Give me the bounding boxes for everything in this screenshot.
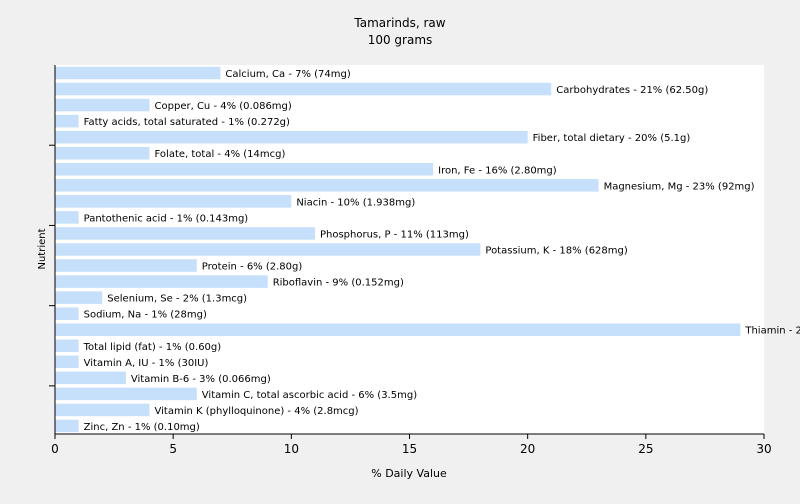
data-label: Fiber, total dietary - 20% (5.1g) [533,133,691,144]
data-label: Iron, Fe - 16% (2.80mg) [438,165,557,176]
data-label: Copper, Cu - 4% (0.086mg) [155,101,292,112]
bar [55,307,79,320]
bar [55,82,552,96]
data-label: Vitamin C, total ascorbic acid - 6% (3.5… [202,390,417,401]
data-label: Protein - 6% (2.80g) [202,262,303,273]
data-label: Vitamin A, IU - 1% (30IU) [84,358,209,369]
x-tick-label: 5 [169,442,177,456]
data-label: Fatty acids, total saturated - 1% (0.272… [84,117,290,128]
x-tick-label: 20 [520,442,535,456]
bar [55,114,79,128]
bar [55,323,741,336]
data-label: Vitamin K (phylloquinone) - 4% (2.8mcg) [155,406,359,417]
x-tick-label: 30 [756,442,771,456]
data-label: Potassium, K - 18% (628mg) [485,246,627,257]
bar [55,179,599,192]
bar [55,403,150,417]
data-label: Niacin - 10% (1.938mg) [296,197,415,208]
data-label: Magnesium, Mg - 23% (92mg) [604,181,755,192]
x-tick-label: 0 [51,442,59,456]
data-label: Folate, total - 4% (14mcg) [155,149,286,160]
data-label: Calcium, Ca - 7% (74mg) [225,69,350,80]
bar [55,163,434,176]
bar [55,66,221,80]
data-label: Vitamin B-6 - 3% (0.066mg) [131,374,271,385]
bar [55,259,197,272]
bar [55,371,126,385]
bar [55,355,79,369]
data-label: Zinc, Zn - 1% (0.10mg) [84,422,200,433]
bar [55,243,481,256]
data-label: Sodium, Na - 1% (28mg) [84,310,207,321]
bar [55,291,103,304]
data-label: Pantothenic acid - 1% (0.143mg) [84,213,249,224]
bar [55,98,150,112]
data-label: Carbohydrates - 21% (62.50g) [556,85,708,96]
bar [55,146,150,160]
bar [55,195,292,208]
bar [55,387,197,401]
data-label: Total lipid (fat) - 1% (0.60g) [83,342,222,353]
bar [55,130,528,144]
chart-title: Tamarinds, raw [353,16,445,30]
data-label: Phosphorus, P - 11% (113mg) [320,229,469,240]
bar [55,211,79,224]
bar [55,227,315,240]
data-labels-layer: Calcium, Ca - 7% (74mg) Carbohydrates - 2… [83,69,800,433]
bar [55,275,268,288]
bars-layer [55,66,741,433]
y-axis-label: Nutrient [37,228,48,269]
data-label: Thiamin - 29% (0.428mg) [744,326,800,337]
data-label: Selenium, Se - 2% (1.3mcg) [107,294,247,305]
bar [55,419,79,433]
bar [55,339,79,353]
x-tick-label: 15 [402,442,417,456]
data-label: Riboflavin - 9% (0.152mg) [273,278,404,289]
x-axis-label: % Daily Value [371,467,447,480]
x-tick-label: 25 [638,442,653,456]
chart-subtitle: 100 grams [368,33,433,47]
axes-layer: 0 5 10 15 20 25 30 [49,65,772,456]
x-tick-label: 10 [284,442,299,456]
